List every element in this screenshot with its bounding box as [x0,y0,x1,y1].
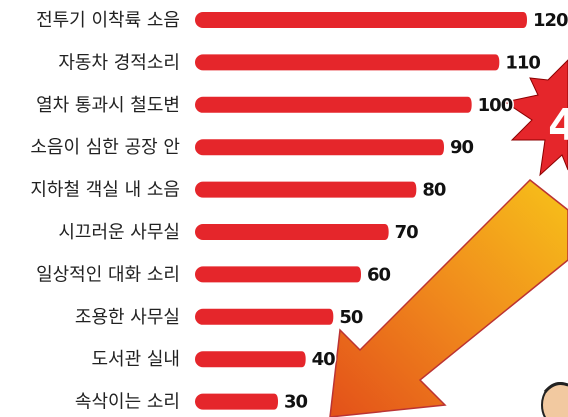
bar [195,54,499,70]
category-label: 자동차 경적소리 [58,52,180,73]
value-label: 80 [422,180,446,201]
category-label: 도서관 실내 [91,349,180,370]
bar [195,351,306,367]
category-label: 열차 통과시 철도변 [36,95,180,116]
category-label: 전투기 이착륙 소음 [36,10,180,31]
value-label: 120 [533,10,568,31]
chart: 4 전투기 이착륙 소음 120 자동차 경적소리 110 열차 통과시 철도변 100 소… [0,0,568,417]
bar [195,97,472,113]
value-label: 100 [478,95,513,116]
value-label: 90 [450,137,474,158]
bar [195,266,361,282]
value-label: 60 [367,264,391,285]
category-label: 시끄러운 사무실 [58,222,180,243]
arrow-decoration [330,180,568,417]
category-label: 소음이 심한 공장 안 [30,137,180,158]
bar [195,394,278,410]
value-label: 70 [395,222,419,243]
plot: 전투기 이착륙 소음 120 자동차 경적소리 110 열차 통과시 철도변 100 소음이… [30,10,568,413]
category-label: 조용한 사무실 [75,307,180,328]
badge-text: 4 [548,100,568,151]
category-label: 지하철 객실 내 소음 [30,180,180,201]
bar [195,309,333,325]
value-label: 30 [284,392,308,413]
value-label: 40 [312,349,336,370]
bar [195,12,527,28]
value-label: 50 [339,307,363,328]
cartoon [542,383,568,417]
category-label: 일상적인 대화 소리 [36,264,180,285]
value-label: 110 [505,52,540,73]
bar [195,182,416,198]
bar [195,139,444,155]
category-label: 속삭이는 소리 [75,392,180,413]
bar [195,224,389,240]
